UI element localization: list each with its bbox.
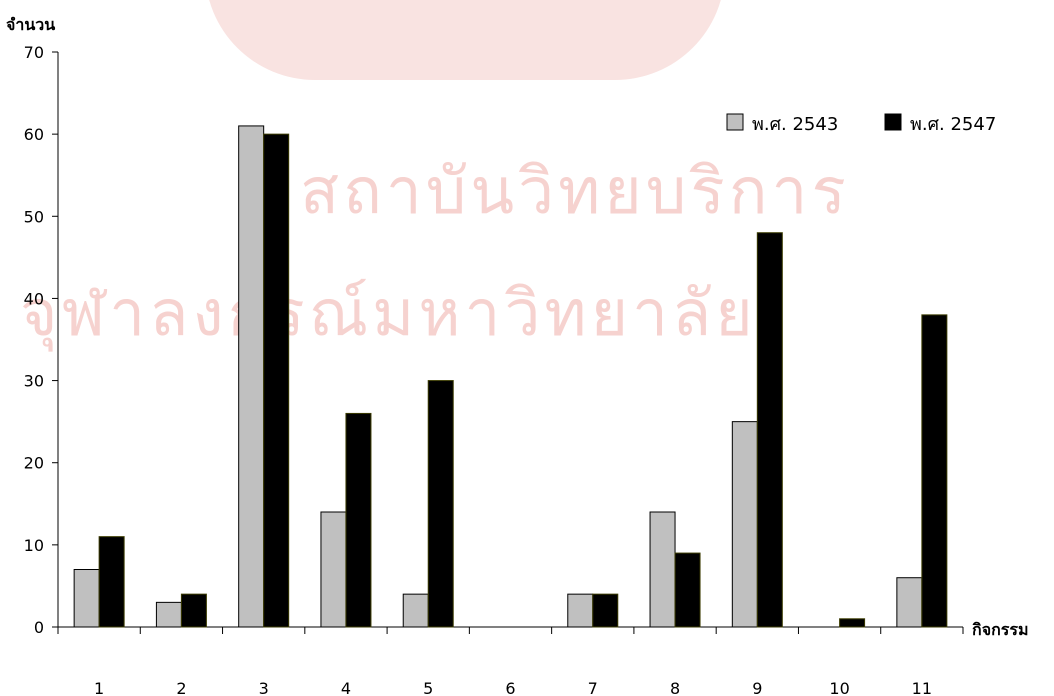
y-tick-label: 60 <box>24 125 44 144</box>
bar-series-2 <box>592 593 619 628</box>
x-axis-title: กิจกรรม <box>972 620 1029 639</box>
bar-series-2 <box>427 380 454 628</box>
bar-series-2 <box>839 618 866 628</box>
x-tick-label: 1 <box>94 679 104 696</box>
x-tick-label: 4 <box>341 679 351 696</box>
y-tick-label: 10 <box>24 536 44 555</box>
x-tick-label: 10 <box>829 679 849 696</box>
legend-swatch <box>726 113 744 131</box>
legend-swatch <box>884 113 902 131</box>
x-tick-label: 3 <box>259 679 269 696</box>
x-tick-label: 6 <box>505 679 515 696</box>
bars <box>73 125 948 628</box>
y-tick-label: 20 <box>24 454 44 473</box>
legend: พ.ศ. 2543 พ.ศ. 2547 <box>726 113 996 135</box>
bar-series-2 <box>98 536 125 628</box>
bar-series-2 <box>674 552 701 628</box>
bar-series-1 <box>155 601 182 628</box>
bar-series-1 <box>238 125 265 628</box>
x-tick-label: 2 <box>176 679 186 696</box>
legend-label: พ.ศ. 2543 <box>752 114 838 135</box>
bar-series-1 <box>731 421 758 628</box>
axes: 0 10 20 30 40 50 60 70 1 2 3 4 5 6 7 8 9 10 11 <box>24 43 964 696</box>
y-tick-label: 0 <box>34 618 44 637</box>
bar-series-1 <box>896 577 923 628</box>
bar-series-2 <box>756 232 783 628</box>
y-tick-label: 70 <box>24 43 44 62</box>
bar-series-2 <box>180 593 207 628</box>
bar-series-2 <box>345 412 372 628</box>
x-tick-label: 11 <box>912 679 932 696</box>
watermark-line-1: สถาบันวิทยบริการ <box>300 155 850 229</box>
bar-series-1 <box>567 593 594 628</box>
x-tick-label: 8 <box>670 679 680 696</box>
bar-series-2 <box>263 133 290 628</box>
watermark-line-2: จุฬาลงกรณ์มหาวิทยาลัย <box>20 277 757 351</box>
x-tick-label: 7 <box>588 679 598 696</box>
x-tick-label: 5 <box>423 679 433 696</box>
bar-series-1 <box>73 569 100 628</box>
bar-series-1 <box>402 593 429 628</box>
y-tick-label: 50 <box>24 207 44 226</box>
y-tick-label: 40 <box>24 289 44 308</box>
watermark-emblem <box>205 0 725 80</box>
bar-series-2 <box>921 314 948 628</box>
bar-series-1 <box>649 511 676 628</box>
y-tick-label: 30 <box>24 372 44 391</box>
legend-label: พ.ศ. 2547 <box>910 114 996 135</box>
x-tick-label: 9 <box>752 679 762 696</box>
y-axis-title: จำนวน <box>6 15 55 34</box>
bar-series-1 <box>320 511 347 628</box>
